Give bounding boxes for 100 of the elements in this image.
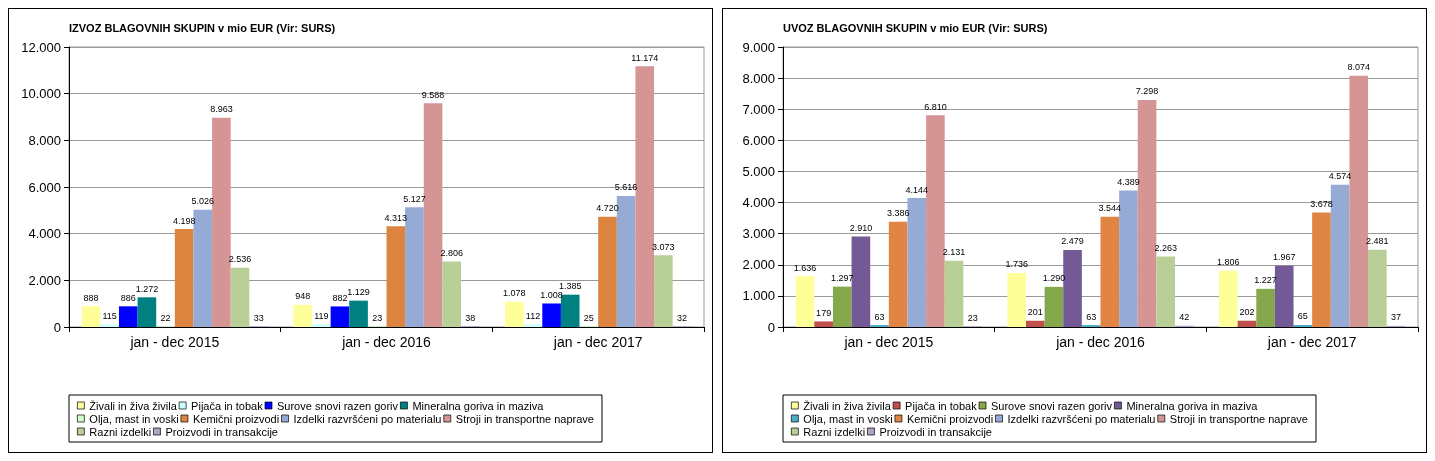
data-label: 65 [1297, 311, 1308, 322]
data-label: 2.481 [1366, 236, 1389, 247]
y-tick-label: 9.000 [742, 39, 775, 55]
data-label: 882 [332, 292, 348, 303]
bar [386, 226, 406, 327]
data-label: 888 [83, 292, 99, 303]
bar [888, 221, 908, 327]
data-label: 3.386 [886, 208, 910, 219]
bar [349, 300, 368, 327]
bar [174, 229, 194, 327]
y-tick-label: 6.000 [28, 179, 61, 195]
bar [851, 236, 871, 327]
data-label: 2.536 [228, 254, 252, 265]
y-tick-label: 3.000 [742, 226, 775, 242]
bar [311, 324, 331, 327]
bar [523, 324, 543, 327]
legend-label: Kemični proizvodi [192, 412, 280, 425]
legend-label: Surove snovi razen goriv [991, 399, 1113, 412]
data-label: 25 [583, 312, 594, 323]
bar [193, 209, 213, 327]
legend-label: Kemični proizvodi [906, 412, 994, 425]
legend-label: Stroji in transportne naprave [1169, 412, 1308, 425]
data-label: 3.678 [1310, 199, 1333, 210]
bar [1368, 249, 1387, 327]
y-tick-label: 2.000 [28, 272, 61, 288]
data-label: 33 [253, 312, 264, 323]
data-label: 6.810 [924, 101, 947, 112]
bar [1119, 190, 1138, 327]
data-label: 1.736 [1005, 259, 1028, 270]
bar [598, 216, 617, 327]
x-tick-label: jan - dec 2017 [552, 334, 643, 350]
y-tick-label: 2.000 [742, 257, 775, 273]
data-label: 23 [967, 312, 978, 323]
data-label: 4.198 [172, 215, 196, 226]
bar [118, 306, 138, 327]
bar [814, 321, 833, 327]
bar [1293, 324, 1313, 327]
data-label: 37 [1390, 312, 1401, 323]
bar [137, 297, 157, 327]
x-tick-label: jan - dec 2017 [1266, 334, 1357, 350]
data-label: 8.074 [1347, 62, 1370, 73]
legend-label: Mineralna goriva in maziva [1126, 399, 1259, 412]
bar [926, 115, 945, 327]
bar [795, 276, 815, 327]
bar [81, 306, 101, 327]
bar [212, 117, 231, 327]
data-label: 11.174 [631, 52, 659, 63]
bar [907, 198, 927, 327]
legend-label: Živali in živa živila [89, 399, 178, 412]
data-label: 5.127 [403, 193, 426, 204]
data-label: 1.078 [503, 288, 526, 299]
legend-label: Razni izdelki [89, 425, 152, 438]
data-label: 2.910 [849, 222, 873, 233]
data-label: 4.574 [1328, 171, 1352, 182]
bar [832, 286, 852, 327]
y-tick-label: 6.000 [742, 132, 775, 148]
bar [654, 255, 673, 327]
data-label: 2.806 [440, 248, 463, 259]
y-tick-label: 8.000 [28, 132, 61, 148]
bar [944, 260, 964, 327]
bar [1007, 272, 1026, 327]
y-tick-label: 0 [767, 319, 775, 335]
data-label: 2.263 [1154, 243, 1177, 254]
x-tick-label: jan - dec 2016 [1055, 334, 1146, 350]
data-label: 3.544 [1098, 203, 1122, 214]
bar [1063, 249, 1082, 327]
data-label: 2.479 [1061, 236, 1084, 247]
data-label: 23 [372, 312, 383, 323]
data-label: 7.298 [1135, 86, 1159, 97]
bar [1025, 320, 1045, 327]
bar [442, 261, 462, 327]
data-label: 4.313 [384, 212, 408, 223]
legend-label: Pijača in tobak [191, 399, 264, 412]
data-label: 4.389 [1117, 176, 1140, 187]
data-label: 179 [816, 307, 832, 318]
y-tick-label: 10.000 [21, 86, 61, 102]
data-label: 3.073 [652, 241, 675, 252]
x-tick-label: jan - dec 2015 [129, 334, 220, 350]
data-label: 63 [874, 311, 885, 322]
bar [330, 306, 350, 327]
data-label: 1.806 [1217, 257, 1240, 268]
legend-label: Proizvodi in transakcije [165, 425, 278, 438]
data-label: 4.720 [596, 203, 619, 214]
data-label: 1.129 [347, 287, 370, 298]
data-label: 202 [1239, 307, 1255, 318]
bar [1312, 212, 1331, 327]
data-label: 5.026 [191, 196, 215, 207]
data-label: 38 [465, 312, 476, 323]
bar [405, 207, 424, 327]
data-label: 112 [525, 310, 541, 321]
bar [1219, 270, 1238, 327]
data-label: 1.385 [558, 281, 582, 292]
bar [100, 324, 119, 327]
bar [1237, 320, 1257, 327]
x-tick-label: jan - dec 2016 [341, 334, 432, 350]
legend-label: Olja, mast in voski [803, 412, 893, 425]
bar [1100, 216, 1120, 327]
data-label: 948 [295, 291, 311, 302]
data-label: 42 [1179, 312, 1190, 323]
chart-title: IZVOZ BLAGOVNIH SKUPIN v mio EUR (Vir: SURS) [69, 21, 336, 34]
